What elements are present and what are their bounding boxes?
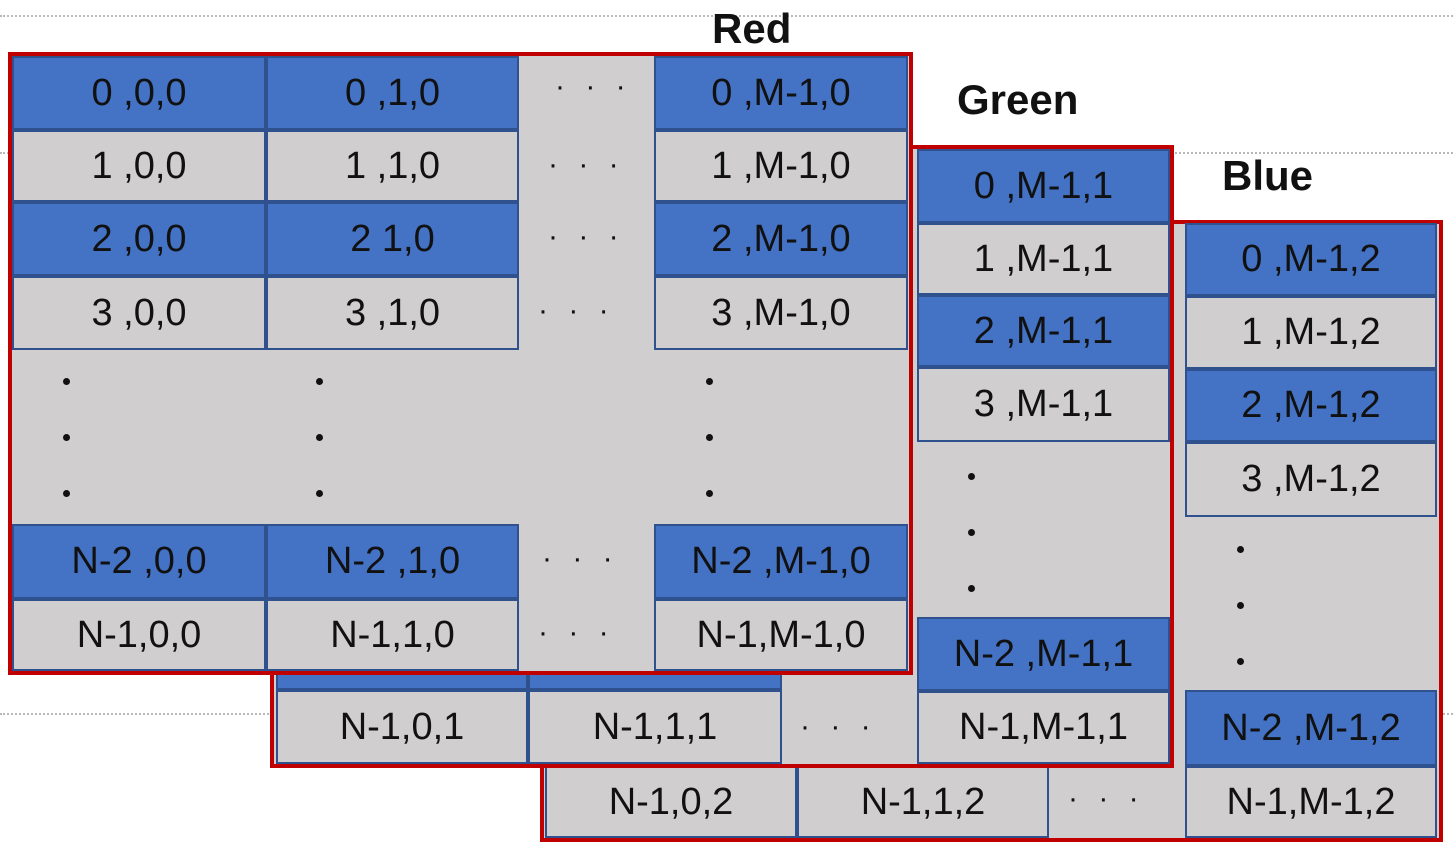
- green-cell: 1 ,M-1,1: [917, 223, 1170, 295]
- red-cell: 0 ,0,0: [12, 56, 266, 130]
- blue-cell: 1 ,M-1,2: [1185, 296, 1437, 369]
- vertical-ellipsis-dot: [316, 434, 323, 441]
- red-label: Red: [712, 5, 792, 52]
- guide-line: [0, 15, 1453, 17]
- green-cell: 3 ,M-1,1: [917, 367, 1170, 442]
- red-cell: 2 ,0,0: [12, 202, 266, 276]
- vertical-ellipsis-dot: [63, 378, 70, 385]
- red-cell: 0 ,M-1,0: [654, 56, 908, 130]
- horizontal-ellipsis: · · ·: [1068, 782, 1145, 815]
- blue-cell: N-1,0,2: [545, 766, 797, 838]
- vertical-ellipsis-dot: [968, 529, 975, 536]
- vertical-ellipsis-dot: [1237, 546, 1244, 553]
- red-cell: 1 ,M-1,0: [654, 130, 908, 202]
- green-cell: N-1,1,1: [528, 690, 782, 764]
- red-cell: 2 ,M-1,0: [654, 202, 908, 276]
- red-cell: N-1,M-1,0: [654, 599, 908, 671]
- red-cell: 3 ,M-1,0: [654, 276, 908, 350]
- red-cell: 3 ,1,0: [266, 276, 519, 350]
- horizontal-ellipsis: · · ·: [548, 220, 625, 253]
- horizontal-ellipsis: · · ·: [538, 294, 615, 327]
- vertical-ellipsis-dot: [63, 490, 70, 497]
- vertical-ellipsis-dot: [316, 378, 323, 385]
- green-cell: N-1,M-1,1: [917, 691, 1170, 764]
- red-cell: 2 1,0: [266, 202, 519, 276]
- horizontal-ellipsis: · · ·: [800, 710, 877, 743]
- vertical-ellipsis-dot: [1237, 658, 1244, 665]
- vertical-ellipsis-dot: [968, 585, 975, 592]
- green-cell: 0 ,M-1,1: [917, 149, 1170, 223]
- red-cell: 1 ,0,0: [12, 130, 266, 202]
- red-cell: N-2 ,1,0: [266, 524, 519, 599]
- vertical-ellipsis-dot: [316, 490, 323, 497]
- green-cell: N-2 ,M-1,1: [917, 617, 1170, 691]
- horizontal-ellipsis: · · ·: [542, 542, 619, 575]
- green-label: Green: [957, 76, 1079, 123]
- vertical-ellipsis-dot: [706, 490, 713, 497]
- vertical-ellipsis-dot: [63, 434, 70, 441]
- red-cell: N-1,0,0: [12, 599, 266, 671]
- red-cell: 1 ,1,0: [266, 130, 519, 202]
- blue-cell: N-1,1,2: [797, 766, 1049, 838]
- blue-cell: 0 ,M-1,2: [1185, 223, 1437, 296]
- blue-cell: N-2 ,M-1,2: [1185, 690, 1437, 766]
- horizontal-ellipsis: · · ·: [555, 70, 632, 103]
- vertical-ellipsis-dot: [706, 434, 713, 441]
- green-cell: N-1,0,1: [276, 690, 528, 764]
- vertical-ellipsis-dot: [706, 378, 713, 385]
- blue-cell: 2 ,M-1,2: [1185, 369, 1437, 442]
- horizontal-ellipsis: · · ·: [538, 616, 615, 649]
- blue-cell: 3 ,M-1,2: [1185, 442, 1437, 517]
- blue-label: Blue: [1222, 152, 1314, 199]
- red-cell: N-2 ,M-1,0: [654, 524, 908, 599]
- red-cell: 3 ,0,0: [12, 276, 266, 350]
- red-cell: N-1,1,0: [266, 599, 519, 671]
- green-cell: 2 ,M-1,1: [917, 295, 1170, 367]
- blue-cell: N-1,M-1,2: [1185, 766, 1437, 838]
- vertical-ellipsis-dot: [968, 473, 975, 480]
- vertical-ellipsis-dot: [1237, 602, 1244, 609]
- horizontal-ellipsis: · · ·: [548, 148, 625, 181]
- red-cell: 0 ,1,0: [266, 56, 519, 130]
- red-cell: N-2 ,0,0: [12, 524, 266, 599]
